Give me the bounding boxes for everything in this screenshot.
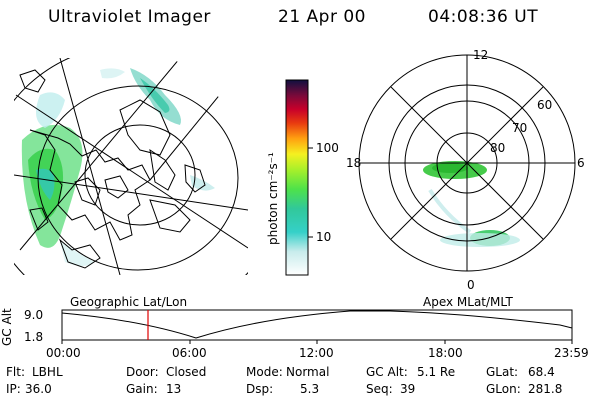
right-panel-caption: Apex MLat/MLT: [423, 295, 513, 309]
colorbar-label: photon cm⁻²s⁻¹: [266, 152, 280, 245]
colorbar: [285, 79, 313, 276]
instrument-title: Ultraviolet Imager: [48, 7, 211, 27]
status-flt-value: LBHL: [32, 365, 63, 379]
time-label: 04:08:36 UT: [428, 7, 539, 27]
status-door-value: Closed: [166, 365, 207, 379]
polar-plot: [358, 54, 576, 272]
auroral-emission-polar: [423, 161, 520, 247]
mlt-label-12: 12: [473, 48, 489, 62]
altitude-xtick-0000: 00:00: [46, 346, 81, 360]
status-mode-key: Mode:: [246, 365, 283, 379]
status-gain-key: Gain:: [126, 382, 158, 396]
mlt-label-0: 0: [467, 278, 475, 292]
status-gcalt-value: 5.1 Re: [417, 365, 456, 379]
status-seq-key: Seq:: [366, 382, 393, 396]
altitude-xtick-1200: 12:00: [299, 346, 334, 360]
altitude-curve: [61, 310, 573, 339]
status-glat-key: GLat:: [486, 365, 519, 379]
status-glat-value: 68.4: [528, 365, 555, 379]
altitude-xtick-0600: 06:00: [172, 346, 207, 360]
status-mode-value: Normal: [286, 365, 330, 379]
status-ip-key: IP:: [6, 382, 21, 396]
coastlines: [19, 69, 243, 269]
polar-grid: [358, 54, 576, 272]
status-seq-value: 39: [400, 382, 416, 396]
status-dsp-key: Dsp:: [246, 382, 274, 396]
geographic-grid: [14, 58, 248, 275]
status-door-key: Door:: [126, 365, 159, 379]
altitude-ylabel: GC Alt: [0, 308, 14, 346]
status-glon-value: 281.8: [528, 382, 563, 396]
geographic-map: [14, 58, 248, 275]
mlt-label-6: 6: [577, 156, 585, 170]
left-panel-caption: Geographic Lat/Lon: [70, 295, 188, 309]
mlat-label-80: 80: [490, 141, 506, 155]
status-dsp-value: 5.3: [300, 382, 320, 396]
status-flt-key: Flt:: [6, 365, 25, 379]
mlat-label-60: 60: [537, 98, 553, 112]
date-label: 21 Apr 00: [278, 7, 366, 27]
altitude-xtick-1800: 18:00: [428, 346, 463, 360]
mlat-label-70: 70: [512, 121, 528, 135]
altitude-plot: [61, 309, 573, 344]
status-glon-key: GLon:: [486, 382, 521, 396]
status-ip-value: 36.0: [25, 382, 52, 396]
altitude-ytick-9: 9.0: [24, 308, 44, 322]
mlt-label-18: 18: [346, 156, 362, 170]
altitude-ytick-1-8: 1.8: [24, 330, 44, 344]
status-gcalt-key: GC Alt:: [366, 365, 408, 379]
colorbar-tick-100: 100: [316, 141, 339, 155]
auroral-emission-left: [21, 68, 215, 266]
status-gain-value: 13: [166, 382, 182, 396]
altitude-xtick-2359: 23:59: [554, 346, 589, 360]
colorbar-tick-10: 10: [316, 230, 332, 244]
